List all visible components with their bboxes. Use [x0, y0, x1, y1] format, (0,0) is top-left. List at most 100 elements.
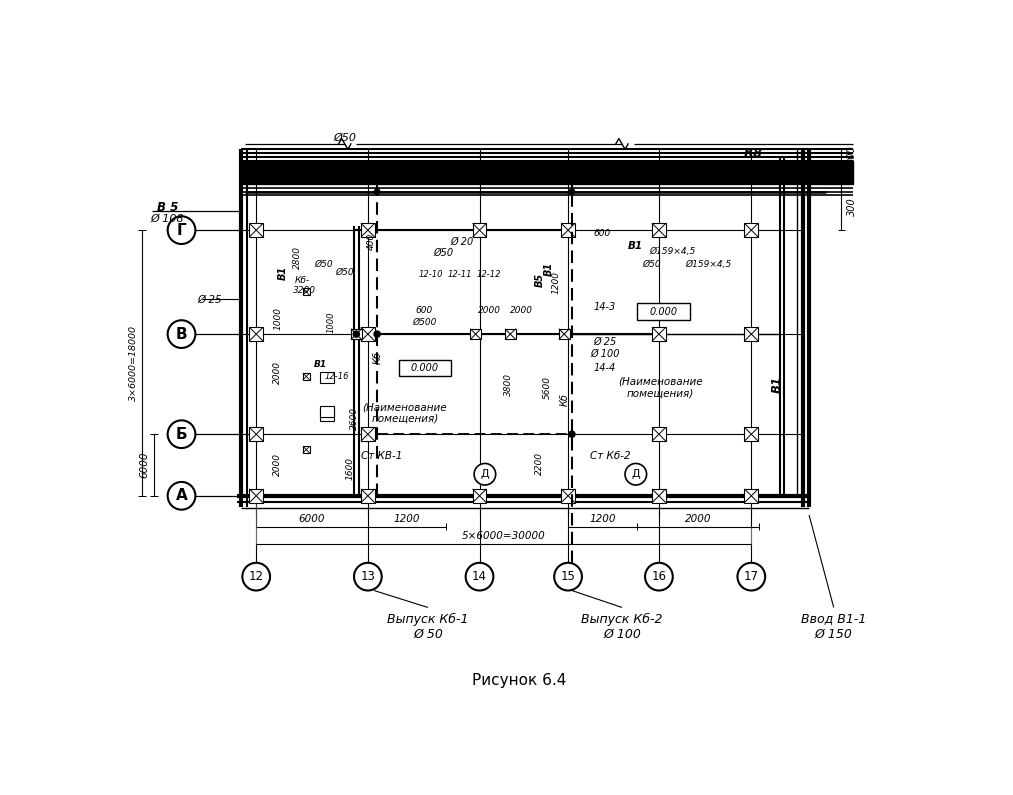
Circle shape	[737, 563, 765, 591]
Text: 300: 300	[847, 198, 857, 216]
Text: В: В	[175, 327, 187, 342]
Text: Выпуск Кб-1: Выпуск Кб-1	[387, 612, 469, 626]
Text: Ø 25: Ø 25	[594, 337, 617, 347]
Text: 1000: 1000	[274, 307, 283, 330]
Circle shape	[375, 189, 380, 194]
Text: 2000: 2000	[274, 361, 283, 384]
Text: 200: 200	[847, 163, 857, 182]
Text: Выпуск Кб-2: Выпуск Кб-2	[581, 612, 663, 626]
Text: Ввод В1-1: Ввод В1-1	[801, 612, 866, 626]
Text: 2000: 2000	[478, 307, 501, 316]
Text: 400: 400	[367, 233, 376, 250]
Bar	[652, 328, 666, 341]
Bar	[303, 446, 310, 453]
Text: Д: Д	[480, 469, 489, 479]
Text: (Наименование: (Наименование	[363, 402, 447, 413]
Bar	[320, 406, 334, 417]
Text: 2200: 2200	[535, 452, 544, 475]
Text: 13: 13	[361, 570, 375, 584]
Text: Ст КВ-1: Ст КВ-1	[361, 451, 402, 461]
Text: Ø 100: Ø 100	[603, 628, 641, 641]
Bar	[470, 328, 481, 339]
Text: 1000: 1000	[326, 312, 335, 333]
Text: Ø50: Ø50	[642, 260, 660, 270]
Text: 2000: 2000	[274, 453, 283, 476]
Bar	[303, 289, 310, 295]
Bar	[249, 489, 263, 502]
Bar	[745, 427, 759, 441]
Text: 5×6000=30000: 5×6000=30000	[462, 531, 546, 541]
Bar	[559, 328, 569, 339]
Text: Д: Д	[631, 469, 640, 479]
Text: 600: 600	[415, 307, 433, 316]
Text: Б: Б	[175, 427, 187, 442]
Text: Кб-: Кб-	[295, 276, 310, 285]
Circle shape	[569, 189, 574, 194]
Bar	[745, 223, 759, 237]
Bar	[241, 161, 853, 184]
Text: 14: 14	[472, 570, 487, 584]
Bar	[361, 223, 375, 237]
Text: К8: К8	[744, 146, 763, 160]
Bar	[249, 223, 263, 237]
Text: В1: В1	[628, 241, 643, 250]
Text: 1200: 1200	[590, 514, 616, 524]
Text: 16: 16	[651, 570, 667, 584]
Circle shape	[645, 563, 673, 591]
Text: 6000: 6000	[140, 452, 150, 479]
Text: Ø50: Ø50	[335, 268, 355, 277]
Text: Ø 100: Ø 100	[591, 349, 620, 359]
Circle shape	[554, 563, 581, 591]
Text: 12-10: 12-10	[418, 270, 444, 279]
Bar	[652, 223, 666, 237]
Text: 12-16: 12-16	[325, 372, 349, 381]
Text: В1: В1	[544, 262, 554, 276]
Text: Ø 50: Ø 50	[413, 628, 443, 641]
Text: Рисунок 6.4: Рисунок 6.4	[472, 673, 566, 688]
Circle shape	[354, 331, 360, 337]
Circle shape	[374, 331, 380, 337]
Text: Ст Кб-2: Ст Кб-2	[591, 451, 631, 461]
Text: 200: 200	[847, 145, 857, 165]
Text: Ø 25: Ø 25	[198, 294, 222, 304]
Text: 12-12: 12-12	[476, 270, 501, 279]
Text: 1200: 1200	[394, 514, 420, 524]
Text: 2800: 2800	[293, 246, 302, 269]
Circle shape	[168, 421, 196, 448]
Bar	[652, 427, 666, 441]
Text: 6000: 6000	[299, 514, 325, 524]
Text: 1600: 1600	[345, 457, 355, 480]
Bar	[350, 328, 362, 339]
Bar	[637, 304, 690, 320]
Bar	[652, 489, 666, 502]
Bar	[361, 427, 375, 441]
Text: 3800: 3800	[504, 373, 514, 396]
Text: Ø 108: Ø 108	[151, 214, 184, 223]
Bar	[473, 489, 486, 502]
Text: Ø50: Ø50	[314, 260, 332, 270]
Bar	[504, 328, 516, 339]
Bar	[361, 328, 375, 341]
Circle shape	[474, 463, 495, 485]
Bar	[473, 223, 486, 237]
Text: Ø50: Ø50	[333, 133, 357, 143]
Bar	[361, 489, 375, 502]
Bar	[249, 427, 263, 441]
Text: Г: Г	[176, 223, 186, 238]
Text: 14-3: 14-3	[594, 302, 616, 312]
Circle shape	[168, 216, 196, 244]
Text: Ø500: Ø500	[412, 318, 437, 327]
Text: В5: В5	[535, 273, 545, 287]
Bar	[303, 373, 310, 380]
Bar	[561, 223, 575, 237]
Text: 5600: 5600	[543, 377, 552, 400]
Text: 2000: 2000	[511, 307, 534, 316]
Text: 15: 15	[560, 570, 575, 584]
Circle shape	[168, 482, 196, 510]
Text: (Наименование: (Наименование	[618, 377, 703, 387]
Text: Ø50: Ø50	[434, 248, 454, 258]
Circle shape	[242, 563, 270, 591]
Text: Ø 150: Ø 150	[814, 628, 853, 641]
Bar	[745, 328, 759, 341]
Circle shape	[466, 563, 493, 591]
